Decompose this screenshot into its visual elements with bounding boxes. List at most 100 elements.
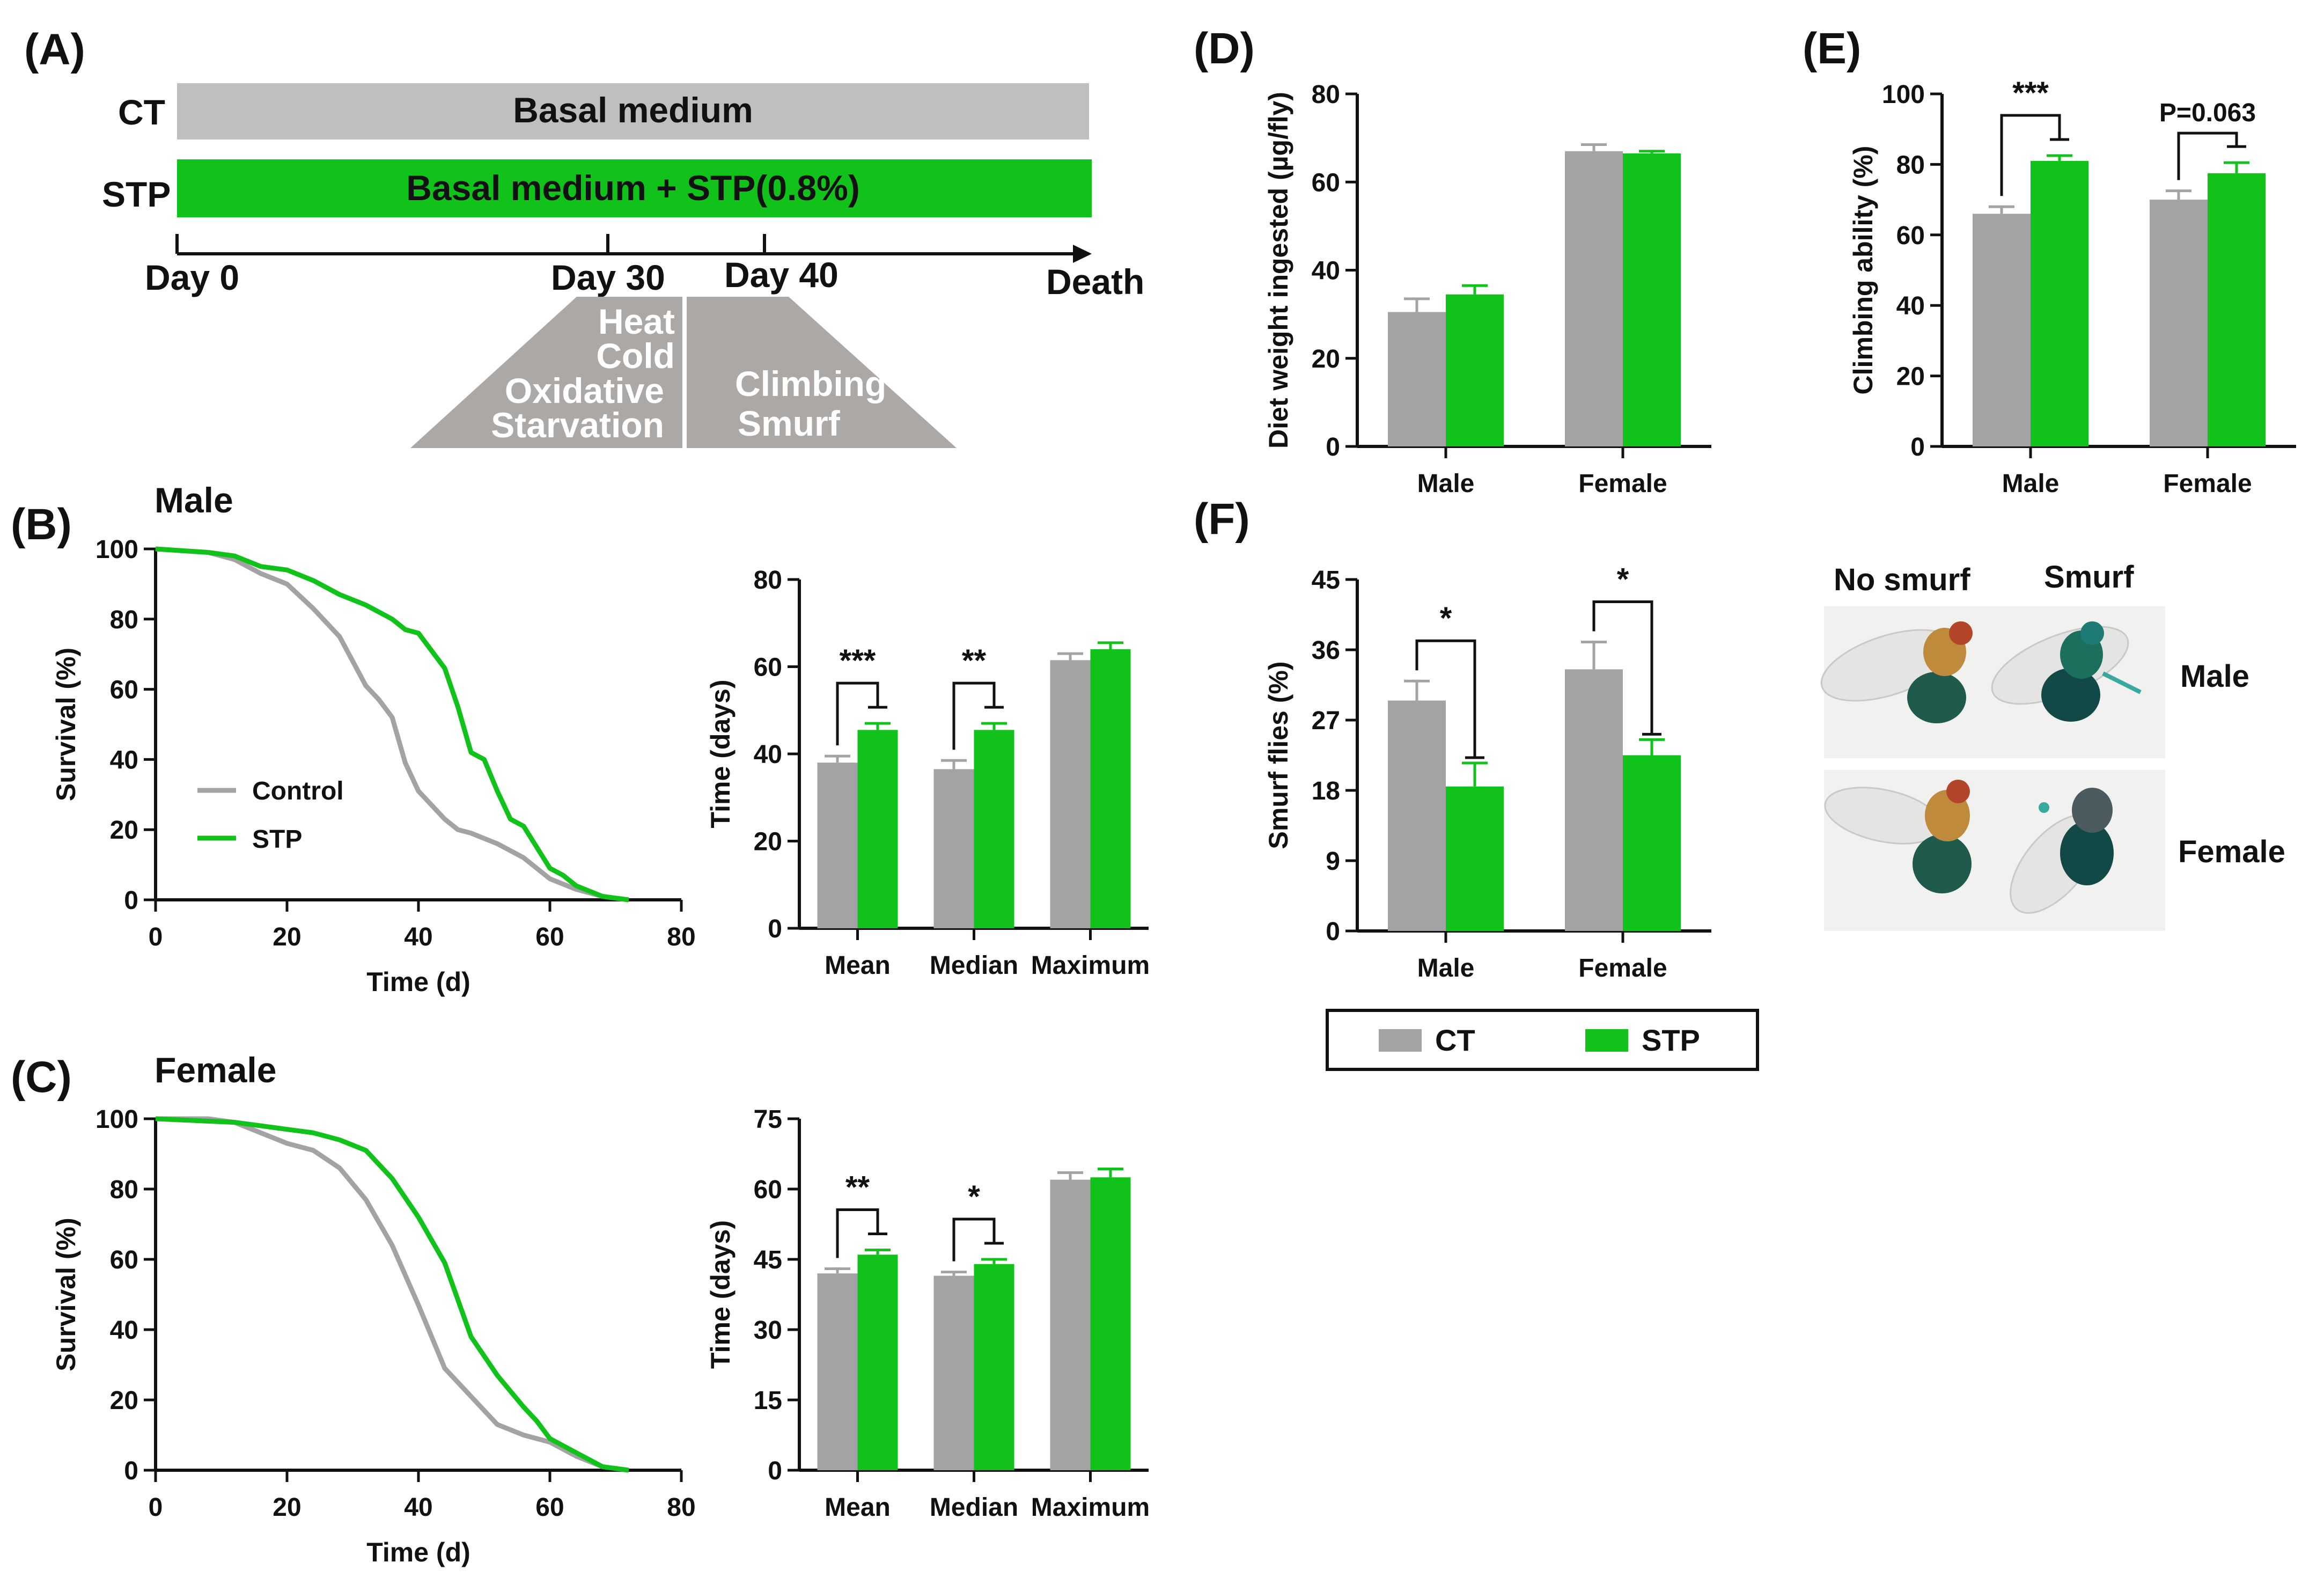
y-axis-title: Survival (%) xyxy=(51,1217,81,1371)
male-survival-chart: 0 20 40 60 80 100 Survival (%) 0 20 40 60 80 Time (d… xyxy=(51,536,696,997)
diet-intake-bar-chart: 0 20 40 60 80 Diet weight ingested (µg/fly) Ma… xyxy=(1263,80,1711,498)
x-tick-label: 60 xyxy=(535,1493,564,1522)
behavior-test-trapezoid xyxy=(687,297,957,448)
y-tick-label: 9 xyxy=(1326,847,1340,876)
x-tick-label: Maximum xyxy=(1031,951,1150,980)
x-axis-title: Time (d) xyxy=(366,967,470,997)
significance-bracket xyxy=(952,681,996,750)
y-axis-title: Climbing ability (%) xyxy=(1848,146,1878,395)
stp-medium-label: Basal medium + STP(0.8%) xyxy=(406,168,859,208)
legend-stp-bar-label: STP xyxy=(1642,1023,1700,1057)
y-tick-label: 80 xyxy=(1896,151,1925,179)
significance-label: ** xyxy=(845,1170,870,1205)
x-tick-label: 80 xyxy=(667,1493,695,1522)
y-tick-label: 45 xyxy=(1312,566,1340,595)
y-tick-label: 40 xyxy=(754,740,782,769)
y-axis-title: Time (days) xyxy=(705,1220,736,1369)
significance-bracket xyxy=(2177,131,2238,180)
y-tick-label: 0 xyxy=(768,915,782,943)
y-tick-label: 80 xyxy=(110,1176,138,1204)
y-tick-label: 0 xyxy=(124,886,138,915)
x-tick-label: Maximum xyxy=(1031,1493,1150,1522)
y-tick-label: 60 xyxy=(1312,168,1340,197)
no-smurf-label: No smurf xyxy=(1834,562,1970,597)
y-tick-label: 20 xyxy=(110,816,138,845)
y-tick-label: 60 xyxy=(110,676,138,705)
y-tick-label: 20 xyxy=(1312,345,1340,373)
x-tick-label: Median xyxy=(930,951,1018,980)
behavior-test-smurf: Smurf xyxy=(738,404,841,443)
significance-label: * xyxy=(1617,562,1629,597)
bar-stp-female xyxy=(1623,153,1681,446)
y-tick-label: 80 xyxy=(1312,80,1340,109)
stp-row-label: STP xyxy=(102,174,171,214)
y-tick-label: 40 xyxy=(1896,292,1925,320)
y-tick-label: 75 xyxy=(754,1105,782,1134)
survival-legend: Control STP xyxy=(197,777,344,854)
bar-ct-male xyxy=(1973,214,2031,446)
smurf-label: Smurf xyxy=(2044,560,2134,595)
male-title: Male xyxy=(155,480,233,520)
significance-bracket xyxy=(1415,639,1476,758)
x-axis-title: Time (d) xyxy=(366,1537,470,1567)
y-tick-label: 40 xyxy=(1312,257,1340,285)
stress-test-heat: Heat xyxy=(598,302,675,341)
female-lifespan-bar-chart: 0 15 30 45 60 75 Time (days) Mean ** Median * Maxim… xyxy=(705,1105,1150,1522)
climbing-bar-chart: 0 20 40 60 80 100 Climbing ability (%) Male *** F… xyxy=(1848,76,2296,498)
panel-label-d: (D) xyxy=(1194,24,1255,73)
legend-ct-label: CT xyxy=(1435,1023,1475,1057)
y-tick-label: 0 xyxy=(1910,433,1925,461)
bar-ct-maximum xyxy=(1050,660,1091,928)
bar-stp-mean xyxy=(857,730,898,928)
x-tick-label: 60 xyxy=(535,923,564,951)
bar-ct-female xyxy=(1565,669,1623,931)
y-tick-label: 60 xyxy=(1896,222,1925,250)
bar-ct-female xyxy=(1565,151,1623,446)
significance-label: * xyxy=(1440,601,1452,636)
y-tick-label: 0 xyxy=(768,1457,782,1485)
legend-stp-bar-swatch xyxy=(1585,1029,1628,1052)
legend-stp-label: STP xyxy=(252,825,302,854)
panel-label-a: (A) xyxy=(24,25,85,74)
significance-label: ** xyxy=(962,643,987,678)
fly-photo-female-icon xyxy=(1824,770,2165,931)
significance-label: * xyxy=(968,1179,980,1214)
y-tick-label: 20 xyxy=(110,1387,138,1415)
bar-ct-male xyxy=(1388,312,1446,446)
y-axis-title: Diet weight ingested (µg/fly) xyxy=(1263,92,1293,449)
x-tick-label: 40 xyxy=(404,923,432,951)
legend-control-label: Control xyxy=(252,777,344,805)
y-tick-label: 100 xyxy=(95,1105,138,1134)
bar-ct-maximum xyxy=(1050,1179,1091,1470)
fly-photo-male-icon xyxy=(1820,606,2165,758)
stress-test-oxidative: Oxidative xyxy=(505,371,664,410)
day0-label: Day 0 xyxy=(145,258,239,297)
y-tick-label: 60 xyxy=(754,654,782,682)
y-axis-title: Smurf flies (%) xyxy=(1263,661,1293,849)
y-tick-label: 40 xyxy=(110,746,138,774)
smurf-bar-chart: 0 9 18 27 36 45 Smurf flies (%) Male * Female * xyxy=(1263,562,1711,982)
x-tick-label: Male xyxy=(2002,470,2060,498)
photo-female-label: Female xyxy=(2178,834,2285,869)
legend-ct-swatch xyxy=(1379,1029,1422,1052)
significance-label: *** xyxy=(840,643,876,678)
stress-test-starvation: Starvation xyxy=(491,405,664,445)
bar-stp-male xyxy=(1446,294,1504,446)
bar-ct-median xyxy=(933,769,974,928)
stress-test-trapezoid xyxy=(410,297,682,448)
x-tick-label: 20 xyxy=(273,1493,301,1522)
x-tick-label: 20 xyxy=(273,923,301,951)
x-tick-label: Female xyxy=(1578,954,1667,982)
y-tick-label: 27 xyxy=(1312,707,1340,735)
panel-label-e: (E) xyxy=(1803,24,1861,73)
survival-line-control xyxy=(155,546,629,903)
bar-ct-male xyxy=(1388,700,1446,931)
y-tick-label: 60 xyxy=(754,1176,782,1204)
bar-stp-maximum xyxy=(1090,1177,1131,1470)
significance-label: *** xyxy=(2012,76,2049,111)
y-tick-label: 40 xyxy=(110,1316,138,1345)
bar-stp-male xyxy=(1446,786,1504,931)
significance-bracket xyxy=(836,681,879,746)
y-tick-label: 0 xyxy=(1326,918,1340,946)
